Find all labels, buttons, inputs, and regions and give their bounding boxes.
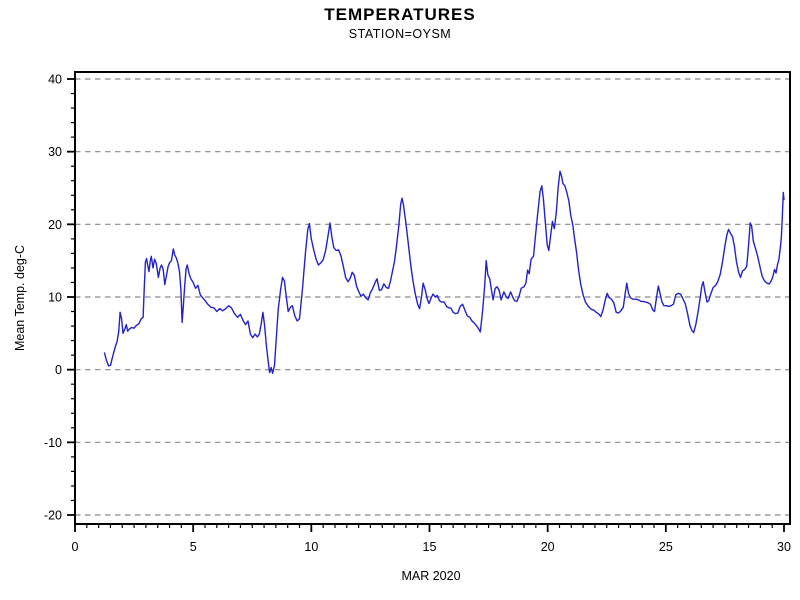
svg-text:-10: -10: [44, 436, 62, 450]
svg-text:0: 0: [55, 363, 62, 377]
svg-text:10: 10: [304, 540, 318, 554]
y-tick-labels: -20 -10 0 10 20 30 40: [44, 73, 62, 523]
svg-text:20: 20: [541, 540, 555, 554]
y-axis-title: Mean Temp. deg-C: [13, 244, 27, 352]
svg-text:0: 0: [72, 540, 79, 554]
svg-text:5: 5: [190, 540, 197, 554]
svg-text:20: 20: [48, 218, 62, 232]
chart-title: TEMPERATURES: [324, 5, 476, 24]
temperature-line: [103, 170, 785, 374]
chart-subtitle: STATION=OYSM: [348, 27, 452, 41]
svg-text:30: 30: [777, 540, 791, 554]
axis-ticks: [67, 78, 785, 532]
svg-text:-20: -20: [44, 509, 62, 523]
x-axis-title: MAR 2020: [401, 569, 461, 583]
plot-frame: [74, 71, 791, 525]
svg-text:30: 30: [48, 145, 62, 159]
svg-text:25: 25: [659, 540, 673, 554]
svg-text:10: 10: [48, 291, 62, 305]
svg-text:15: 15: [423, 540, 437, 554]
svg-text:40: 40: [48, 73, 62, 87]
x-tick-labels: 0 5 10 15 20 25 30: [72, 540, 791, 554]
